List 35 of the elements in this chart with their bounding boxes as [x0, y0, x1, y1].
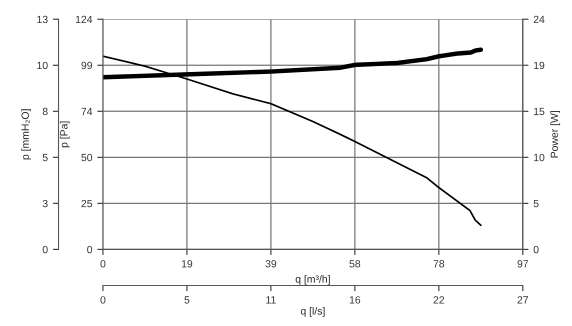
y3-tick-label: 8 [42, 108, 48, 116]
x2-tick-label: 27 [518, 296, 528, 304]
x-tick-label: 0 [100, 260, 106, 268]
y3-tick-label: 5 [42, 154, 48, 162]
y-tick-label: 25 [81, 200, 92, 208]
y3-tick-label: 13 [37, 16, 48, 24]
x-axis-title: q [m³/h] [296, 275, 330, 285]
y3-tick-label: 10 [37, 62, 48, 70]
y-tick-label: 99 [81, 62, 92, 70]
y2-tick-label: 10 [534, 154, 544, 162]
y2-tick-label: 15 [534, 108, 544, 116]
y2-tick-label: 5 [534, 200, 539, 208]
y-tick-label: 50 [81, 154, 92, 162]
y3-tick-label: 3 [42, 200, 48, 208]
x2-tick-label: 0 [100, 296, 106, 304]
y2-tick-label: 19 [534, 62, 544, 70]
x-tick-label: 97 [518, 260, 528, 268]
y2-tick-label: 0 [534, 246, 539, 254]
y2-axis-title: Power [W] [550, 111, 560, 158]
x2-tick-label: 11 [266, 296, 276, 304]
x2-tick-label: 22 [434, 296, 444, 304]
x-tick-label: 19 [182, 260, 192, 268]
y-tick-label: 74 [81, 108, 92, 116]
x-tick-label: 39 [266, 260, 276, 268]
y3-axis-title: p [mmH₂O] [21, 109, 31, 160]
x-tick-label: 58 [349, 260, 360, 268]
y-tick-label: 0 [87, 246, 92, 254]
y2-tick-label: 24 [534, 16, 545, 24]
x2-axis-title: q [l/s] [300, 307, 325, 317]
x2-tick-label: 16 [350, 296, 360, 304]
y3-tick-label: 0 [42, 246, 48, 254]
x-tick-label: 78 [434, 260, 444, 268]
y-axis-title: p [Pa] [60, 121, 70, 148]
x2-tick-label: 5 [184, 296, 190, 304]
y-tick-label: 124 [76, 16, 92, 24]
